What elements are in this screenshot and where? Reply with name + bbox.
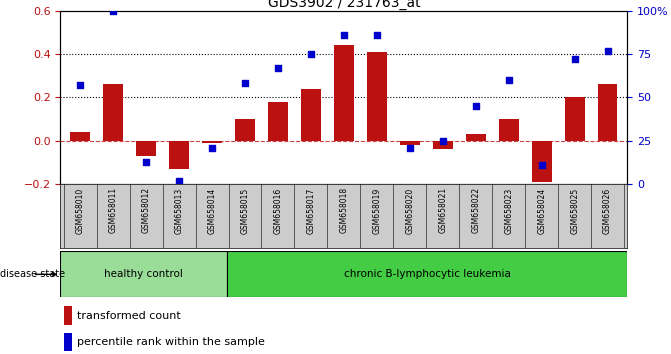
Text: GSM658017: GSM658017 xyxy=(307,187,315,234)
Point xyxy=(108,8,119,13)
Text: GSM658019: GSM658019 xyxy=(372,187,381,234)
Bar xyxy=(301,89,321,141)
Bar xyxy=(60,251,227,297)
Point xyxy=(536,162,547,168)
Text: healthy control: healthy control xyxy=(104,269,183,279)
Bar xyxy=(466,134,486,141)
Bar xyxy=(136,141,156,156)
Text: GSM658021: GSM658021 xyxy=(438,187,448,233)
Bar xyxy=(565,97,584,141)
Bar xyxy=(433,141,453,149)
Title: GDS3902 / 231763_at: GDS3902 / 231763_at xyxy=(268,0,420,10)
Point xyxy=(338,32,349,38)
Bar xyxy=(202,141,222,143)
Bar xyxy=(235,119,255,141)
Point xyxy=(207,145,217,150)
Text: GSM658013: GSM658013 xyxy=(174,187,184,234)
Point xyxy=(503,77,514,83)
Bar xyxy=(499,119,519,141)
Point xyxy=(405,145,415,150)
Bar xyxy=(64,306,72,325)
Text: GSM658026: GSM658026 xyxy=(603,187,612,234)
Text: disease state: disease state xyxy=(0,269,65,279)
Point xyxy=(437,138,448,144)
Bar xyxy=(64,333,72,351)
Bar xyxy=(268,102,288,141)
Point xyxy=(305,51,316,57)
Point xyxy=(240,81,250,86)
Bar xyxy=(334,45,354,141)
Text: GSM658016: GSM658016 xyxy=(274,187,282,234)
Point xyxy=(372,32,382,38)
Point xyxy=(74,82,85,88)
Text: GSM658020: GSM658020 xyxy=(405,187,414,234)
Text: GSM658011: GSM658011 xyxy=(109,187,117,233)
Point xyxy=(603,48,613,53)
Bar xyxy=(227,251,627,297)
Text: transformed count: transformed count xyxy=(77,311,181,321)
Point xyxy=(141,159,152,164)
Text: GSM658014: GSM658014 xyxy=(207,187,217,234)
Bar xyxy=(70,132,90,141)
Text: GSM658023: GSM658023 xyxy=(504,187,513,234)
Bar xyxy=(169,141,189,169)
Text: GSM658012: GSM658012 xyxy=(142,187,150,233)
Text: GSM658018: GSM658018 xyxy=(340,187,348,233)
Bar xyxy=(532,141,552,182)
Text: GSM658010: GSM658010 xyxy=(76,187,85,234)
Text: chronic B-lymphocytic leukemia: chronic B-lymphocytic leukemia xyxy=(344,269,511,279)
Point xyxy=(174,178,185,183)
Text: GSM658015: GSM658015 xyxy=(240,187,250,234)
Bar xyxy=(103,84,123,141)
Point xyxy=(569,56,580,62)
Bar xyxy=(367,52,386,141)
Text: GSM658025: GSM658025 xyxy=(570,187,579,234)
Point xyxy=(272,65,283,71)
Text: GSM658022: GSM658022 xyxy=(471,187,480,233)
Text: percentile rank within the sample: percentile rank within the sample xyxy=(77,337,265,347)
Bar xyxy=(400,141,419,145)
Point xyxy=(470,103,481,109)
Bar xyxy=(598,84,617,141)
Text: GSM658024: GSM658024 xyxy=(537,187,546,234)
